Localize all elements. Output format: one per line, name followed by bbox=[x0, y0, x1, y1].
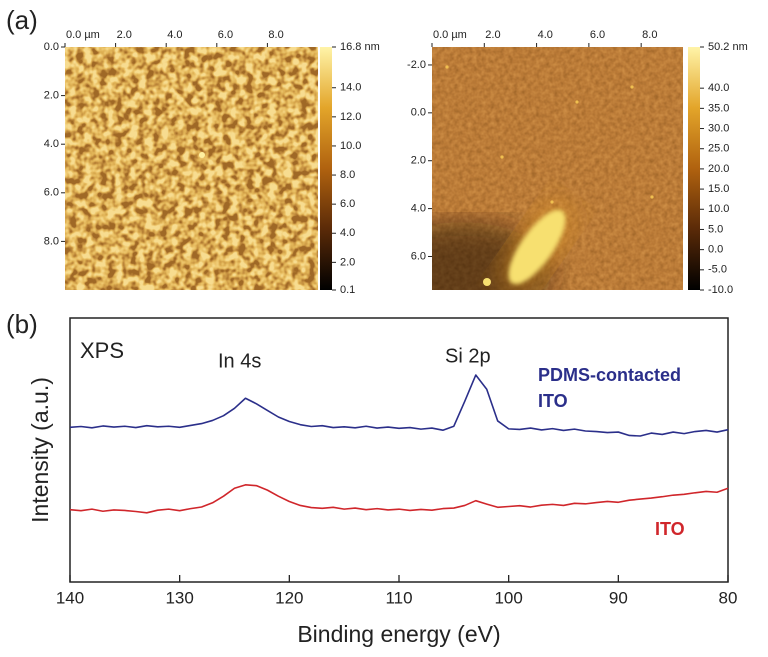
colorbar-tick-label: 50.2 nm bbox=[708, 41, 748, 53]
colorbar-tick-label: 15.0 bbox=[708, 183, 729, 195]
afm-particle bbox=[650, 195, 654, 199]
colorbar-tick-label: 30.0 bbox=[708, 122, 729, 134]
x-tick-label: 8.0 bbox=[268, 29, 283, 41]
series-label: ITO bbox=[655, 519, 685, 539]
colorbar-tick-label: 4.0 bbox=[340, 227, 355, 239]
colorbar-tick-label: 35.0 bbox=[708, 102, 729, 114]
afm-surface bbox=[65, 47, 318, 290]
colorbar-tick-label: 12.0 bbox=[340, 111, 361, 123]
x-tick-label: 120 bbox=[275, 588, 303, 607]
legend-entry: PDMS-contacted ITO bbox=[538, 365, 682, 411]
y-tick-label: 8.0 bbox=[44, 235, 59, 247]
x-tick-label: 8.0 bbox=[642, 29, 657, 41]
afm-texture bbox=[432, 47, 683, 290]
colorbar-tick-label: 20.0 bbox=[708, 163, 729, 175]
series-label: PDMS-contacted ITO bbox=[538, 365, 682, 411]
y-tick-label: 4.0 bbox=[411, 203, 426, 215]
x-tick-label: 6.0 bbox=[218, 29, 233, 41]
colorbar bbox=[688, 47, 700, 290]
colorbar-tick-label: 16.8 nm bbox=[340, 41, 380, 53]
annotation: XPS bbox=[80, 338, 124, 363]
y-tick-label: 0.0 bbox=[44, 41, 59, 53]
colorbar-tick-label: 5.0 bbox=[708, 223, 723, 235]
colorbar-tick-label: 8.0 bbox=[340, 169, 355, 181]
y-axis-label: Intensity (a.u.) bbox=[27, 377, 53, 523]
colorbar-tick-label: 0.1 bbox=[340, 284, 355, 296]
legend-entry: ITO bbox=[655, 519, 685, 539]
y-tick-label: 6.0 bbox=[411, 250, 426, 262]
panel-label: (a) bbox=[6, 5, 38, 35]
afm-particle bbox=[199, 152, 205, 158]
afm-texture bbox=[65, 47, 318, 290]
afm-particle bbox=[500, 155, 504, 159]
y-tick-label: 4.0 bbox=[44, 138, 59, 150]
y-tick-label: -2.0 bbox=[407, 59, 426, 71]
afm-particle bbox=[483, 278, 491, 286]
afm-image bbox=[432, 47, 683, 290]
colorbar-tick-label: 10.0 bbox=[340, 140, 361, 152]
x-tick-label: 2.0 bbox=[117, 29, 132, 41]
colorbar-tick-label: -5.0 bbox=[708, 264, 727, 276]
y-tick-label: 6.0 bbox=[44, 187, 59, 199]
colorbar-tick-label: 10.0 bbox=[708, 203, 729, 215]
colorbar bbox=[320, 47, 332, 290]
colorbar-tick-label: 2.0 bbox=[340, 256, 355, 268]
x-tick-label: 4.0 bbox=[538, 29, 553, 41]
colorbar-tick-label: 0.0 bbox=[708, 244, 723, 256]
annotation: In 4s bbox=[218, 350, 261, 372]
y-tick-label: 2.0 bbox=[411, 155, 426, 167]
series-line bbox=[69, 484, 729, 514]
afm-particle bbox=[550, 200, 554, 204]
x-tick-label: 4.0 bbox=[167, 29, 182, 41]
x-tick-label: 140 bbox=[56, 588, 84, 607]
x-tick-label: 6.0 bbox=[590, 29, 605, 41]
colorbar-tick-label: 6.0 bbox=[340, 198, 355, 210]
panel-label: (b) bbox=[6, 309, 38, 339]
x-tick-label: 110 bbox=[385, 588, 412, 607]
x-tick-label: 90 bbox=[609, 588, 628, 607]
x-axis-label: Binding energy (eV) bbox=[297, 621, 500, 647]
afm-particle bbox=[630, 85, 634, 89]
afm-image bbox=[65, 47, 318, 290]
colorbar-tick-label: 40.0 bbox=[708, 82, 729, 94]
afm-feature bbox=[508, 209, 566, 285]
plot-frame bbox=[69, 317, 729, 583]
x-tick-label: 100 bbox=[494, 588, 522, 607]
x-tick-label: 2.0 bbox=[485, 29, 500, 41]
afm-particle bbox=[575, 100, 579, 104]
x-tick-label: 0.0 µm bbox=[66, 29, 100, 41]
x-tick-label: 0.0 µm bbox=[433, 29, 467, 41]
series-line bbox=[69, 374, 729, 437]
annotation: Si 2p bbox=[445, 345, 491, 367]
y-tick-label: 0.0 bbox=[411, 107, 426, 119]
afm-particle bbox=[445, 65, 449, 69]
colorbar-tick-label: 25.0 bbox=[708, 143, 729, 155]
colorbar-tick-label: 14.0 bbox=[340, 82, 361, 94]
x-tick-label: 80 bbox=[719, 588, 738, 607]
y-tick-label: 2.0 bbox=[44, 90, 59, 102]
colorbar-tick-label: -10.0 bbox=[708, 284, 733, 296]
x-tick-label: 130 bbox=[165, 588, 193, 607]
